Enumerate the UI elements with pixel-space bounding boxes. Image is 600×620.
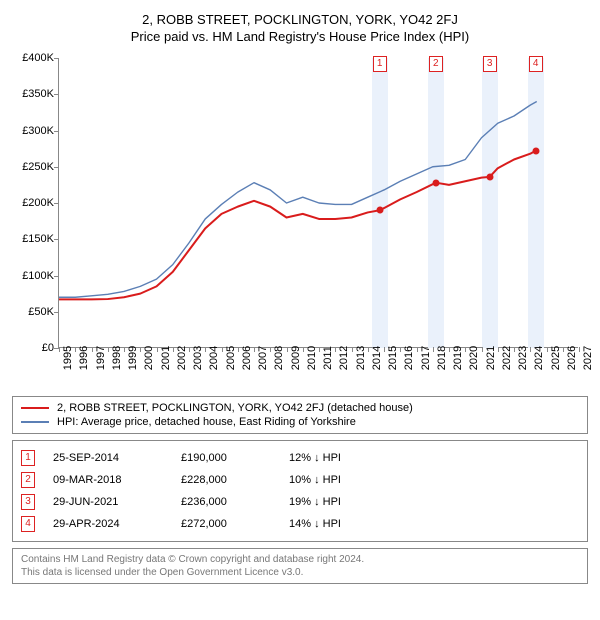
y-axis-label: £200K xyxy=(22,197,54,209)
y-axis-label: £100K xyxy=(22,270,54,282)
event-date: 25-SEP-2014 xyxy=(53,452,163,464)
legend-label: HPI: Average price, detached house, East… xyxy=(57,416,356,428)
x-tick xyxy=(59,347,60,352)
y-axis-label: £150K xyxy=(22,233,54,245)
y-axis-label: £50K xyxy=(28,306,54,318)
event-price: £190,000 xyxy=(181,452,271,464)
event-date: 29-APR-2024 xyxy=(53,518,163,530)
y-tick xyxy=(54,203,59,204)
y-axis-label: £300K xyxy=(22,125,54,137)
y-tick xyxy=(54,167,59,168)
event-date: 09-MAR-2018 xyxy=(53,474,163,486)
event-price: £228,000 xyxy=(181,474,271,486)
event-marker: 1 xyxy=(21,450,35,466)
footer-line-1: Contains HM Land Registry data © Crown c… xyxy=(21,553,579,566)
price-point-dot xyxy=(432,179,439,186)
events-table: 1 25-SEP-2014 £190,000 12% ↓ HPI 2 09-MAR-201… xyxy=(12,440,588,542)
marker-flag: 3 xyxy=(483,56,497,72)
y-axis-label: £400K xyxy=(22,52,54,64)
event-row: 3 29-JUN-2021 £236,000 19% ↓ HPI xyxy=(21,491,579,513)
event-row: 4 29-APR-2024 £272,000 14% ↓ HPI xyxy=(21,513,579,535)
plot-area: 1 2 3 4 xyxy=(58,58,578,348)
marker-flag: 2 xyxy=(429,56,443,72)
line-series-svg xyxy=(59,58,579,348)
y-axis-label: £250K xyxy=(22,161,54,173)
legend-swatch xyxy=(21,421,49,422)
y-tick xyxy=(54,276,59,277)
chart-title: 2, ROBB STREET, POCKLINGTON, YORK, YO42 … xyxy=(12,12,588,27)
y-tick xyxy=(54,131,59,132)
event-price: £236,000 xyxy=(181,496,271,508)
event-row: 1 25-SEP-2014 £190,000 12% ↓ HPI xyxy=(21,447,579,469)
event-hpi-delta: 14% ↓ HPI xyxy=(289,518,341,530)
legend-row: 2, ROBB STREET, POCKLINGTON, YORK, YO42 … xyxy=(21,401,579,415)
x-axis-label: 2027 xyxy=(582,346,600,370)
legend-label: 2, ROBB STREET, POCKLINGTON, YORK, YO42 … xyxy=(57,402,413,414)
event-hpi-delta: 10% ↓ HPI xyxy=(289,474,341,486)
series-line-hpi xyxy=(59,102,537,298)
chart-area: 1 2 3 4 £0 £50K £100K £150K £200K £250K £300K £350… xyxy=(12,52,588,392)
footer-attribution: Contains HM Land Registry data © Crown c… xyxy=(12,548,588,584)
event-marker: 2 xyxy=(21,472,35,488)
y-axis-label: £350K xyxy=(22,88,54,100)
price-point-dot xyxy=(486,173,493,180)
footer-line-2: This data is licensed under the Open Gov… xyxy=(21,566,579,579)
event-row: 2 09-MAR-2018 £228,000 10% ↓ HPI xyxy=(21,469,579,491)
event-hpi-delta: 12% ↓ HPI xyxy=(289,452,341,464)
series-line-price_paid xyxy=(59,151,536,300)
event-marker: 4 xyxy=(21,516,35,532)
marker-flag: 1 xyxy=(373,56,387,72)
marker-flag: 4 xyxy=(529,56,543,72)
event-price: £272,000 xyxy=(181,518,271,530)
chart-subtitle: Price paid vs. HM Land Registry's House … xyxy=(12,29,588,44)
title-block: 2, ROBB STREET, POCKLINGTON, YORK, YO42 … xyxy=(12,12,588,44)
event-marker: 3 xyxy=(21,494,35,510)
y-tick xyxy=(54,94,59,95)
price-point-dot xyxy=(376,207,383,214)
legend-swatch xyxy=(21,407,49,409)
y-tick xyxy=(54,58,59,59)
event-hpi-delta: 19% ↓ HPI xyxy=(289,496,341,508)
price-point-dot xyxy=(532,147,539,154)
legend-row: HPI: Average price, detached house, East… xyxy=(21,415,579,429)
y-tick xyxy=(54,239,59,240)
event-date: 29-JUN-2021 xyxy=(53,496,163,508)
legend-box: 2, ROBB STREET, POCKLINGTON, YORK, YO42 … xyxy=(12,396,588,434)
y-tick xyxy=(54,312,59,313)
y-axis-label: £0 xyxy=(42,342,54,354)
